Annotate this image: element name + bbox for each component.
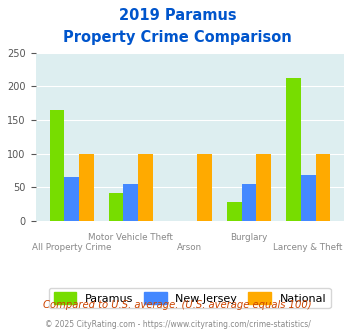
Bar bbox=[124, 184, 138, 221]
Bar bbox=[79, 154, 94, 221]
Bar bbox=[64, 177, 79, 221]
Bar bbox=[197, 154, 212, 221]
Bar bbox=[242, 184, 256, 221]
Bar bbox=[109, 193, 124, 221]
Bar bbox=[301, 175, 316, 221]
Legend: Paramus, New Jersey, National: Paramus, New Jersey, National bbox=[49, 288, 331, 308]
Bar bbox=[227, 202, 242, 221]
Bar bbox=[50, 110, 64, 221]
Bar bbox=[256, 154, 271, 221]
Text: 2019 Paramus: 2019 Paramus bbox=[119, 8, 236, 23]
Text: Burglary: Burglary bbox=[230, 233, 268, 242]
Text: Compared to U.S. average. (U.S. average equals 100): Compared to U.S. average. (U.S. average … bbox=[43, 300, 312, 310]
Text: Property Crime Comparison: Property Crime Comparison bbox=[63, 30, 292, 45]
Text: All Property Crime: All Property Crime bbox=[32, 243, 111, 252]
Text: Arson: Arson bbox=[178, 243, 202, 252]
Text: Larceny & Theft: Larceny & Theft bbox=[273, 243, 343, 252]
Bar bbox=[316, 154, 330, 221]
Text: © 2025 CityRating.com - https://www.cityrating.com/crime-statistics/: © 2025 CityRating.com - https://www.city… bbox=[45, 320, 310, 329]
Bar bbox=[286, 78, 301, 221]
Text: Motor Vehicle Theft: Motor Vehicle Theft bbox=[88, 233, 173, 242]
Bar bbox=[138, 154, 153, 221]
